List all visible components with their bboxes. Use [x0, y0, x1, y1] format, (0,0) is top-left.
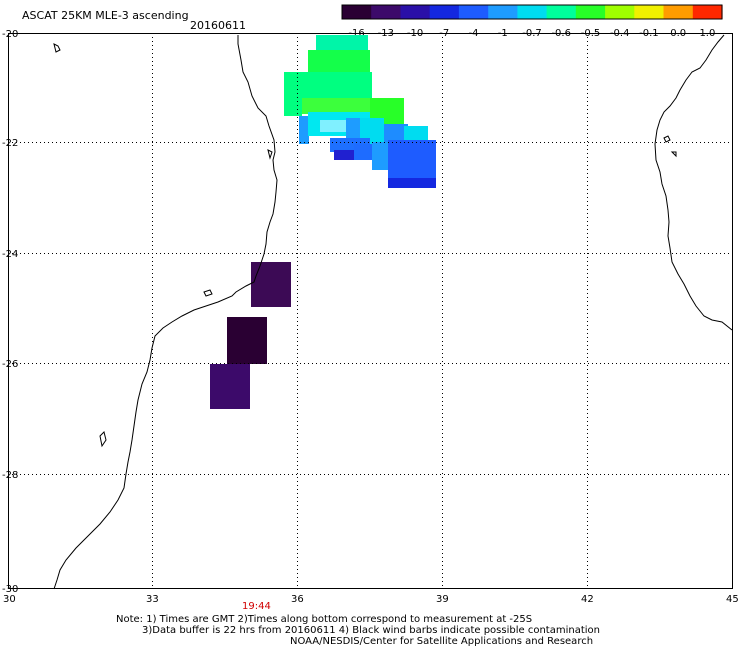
- colorbar-swatch: [663, 5, 694, 19]
- data-cell: [404, 126, 428, 140]
- coastline: [53, 34, 733, 590]
- lat-label: -30: [2, 584, 18, 595]
- lat-label: -28: [2, 470, 18, 481]
- colorbar-swatch: [575, 5, 606, 19]
- map-grid: [8, 33, 733, 589]
- colorbar-swatch: [488, 5, 518, 19]
- data-cell: [320, 120, 346, 132]
- data-cell: [284, 72, 372, 100]
- data-cell: [308, 50, 370, 72]
- lat-label: -22: [2, 138, 18, 149]
- lon-label: 45: [726, 594, 739, 605]
- longitude-labels: 30 33 36 39 42 45: [3, 594, 739, 605]
- latitude-labels: -20 -22 -24 -26 -28 -30: [2, 29, 18, 595]
- colorbar-swatch: [517, 5, 548, 19]
- colorbar-swatch: [371, 5, 401, 19]
- colorbar-swatch: [692, 5, 723, 19]
- data-cell: [299, 116, 309, 144]
- plot-frame: [8, 33, 733, 589]
- data-cell: [334, 150, 354, 160]
- data-cell: [302, 98, 372, 114]
- data-cell: [284, 100, 302, 116]
- data-cell: [372, 142, 390, 170]
- data-cell: [388, 178, 436, 188]
- footnote-line-2: 3)Data buffer is 22 hrs from 20160611 4)…: [142, 625, 600, 636]
- colorbar-swatch: [546, 5, 577, 19]
- colorbar-swatch: [429, 5, 460, 19]
- data-cell: [388, 140, 436, 180]
- data-cell: [210, 364, 250, 409]
- lon-label: 42: [581, 594, 594, 605]
- data-cell: [227, 317, 267, 364]
- colorbar-frame: [341, 4, 723, 20]
- lat-label: -20: [2, 29, 18, 40]
- pass-time-label: 19:44: [242, 601, 271, 612]
- footnote-line-3: NOAA/NESDIS/Center for Satellite Applica…: [290, 636, 594, 647]
- data-layer: [210, 35, 436, 409]
- lon-label: 36: [291, 594, 304, 605]
- map-title: ASCAT 25KM MLE-3 ascending: [22, 9, 189, 22]
- lat-label: -24: [2, 249, 18, 260]
- colorbar-swatch: [634, 5, 665, 19]
- data-cell: [354, 144, 372, 160]
- colorbar-swatch: [342, 5, 372, 19]
- lat-label: -26: [2, 359, 18, 370]
- colorbar-swatch: [458, 5, 489, 19]
- colorbar-swatch: [605, 5, 635, 19]
- data-cell: [251, 262, 291, 307]
- footnote-line-1: Note: 1) Times are GMT 2)Times along bot…: [116, 614, 533, 625]
- lon-label: 30: [3, 594, 16, 605]
- colorbar-swatch: [400, 5, 431, 19]
- lon-label: 39: [436, 594, 449, 605]
- lon-label: 33: [146, 594, 159, 605]
- map-date: 20160611: [190, 19, 246, 32]
- data-cell: [346, 118, 360, 140]
